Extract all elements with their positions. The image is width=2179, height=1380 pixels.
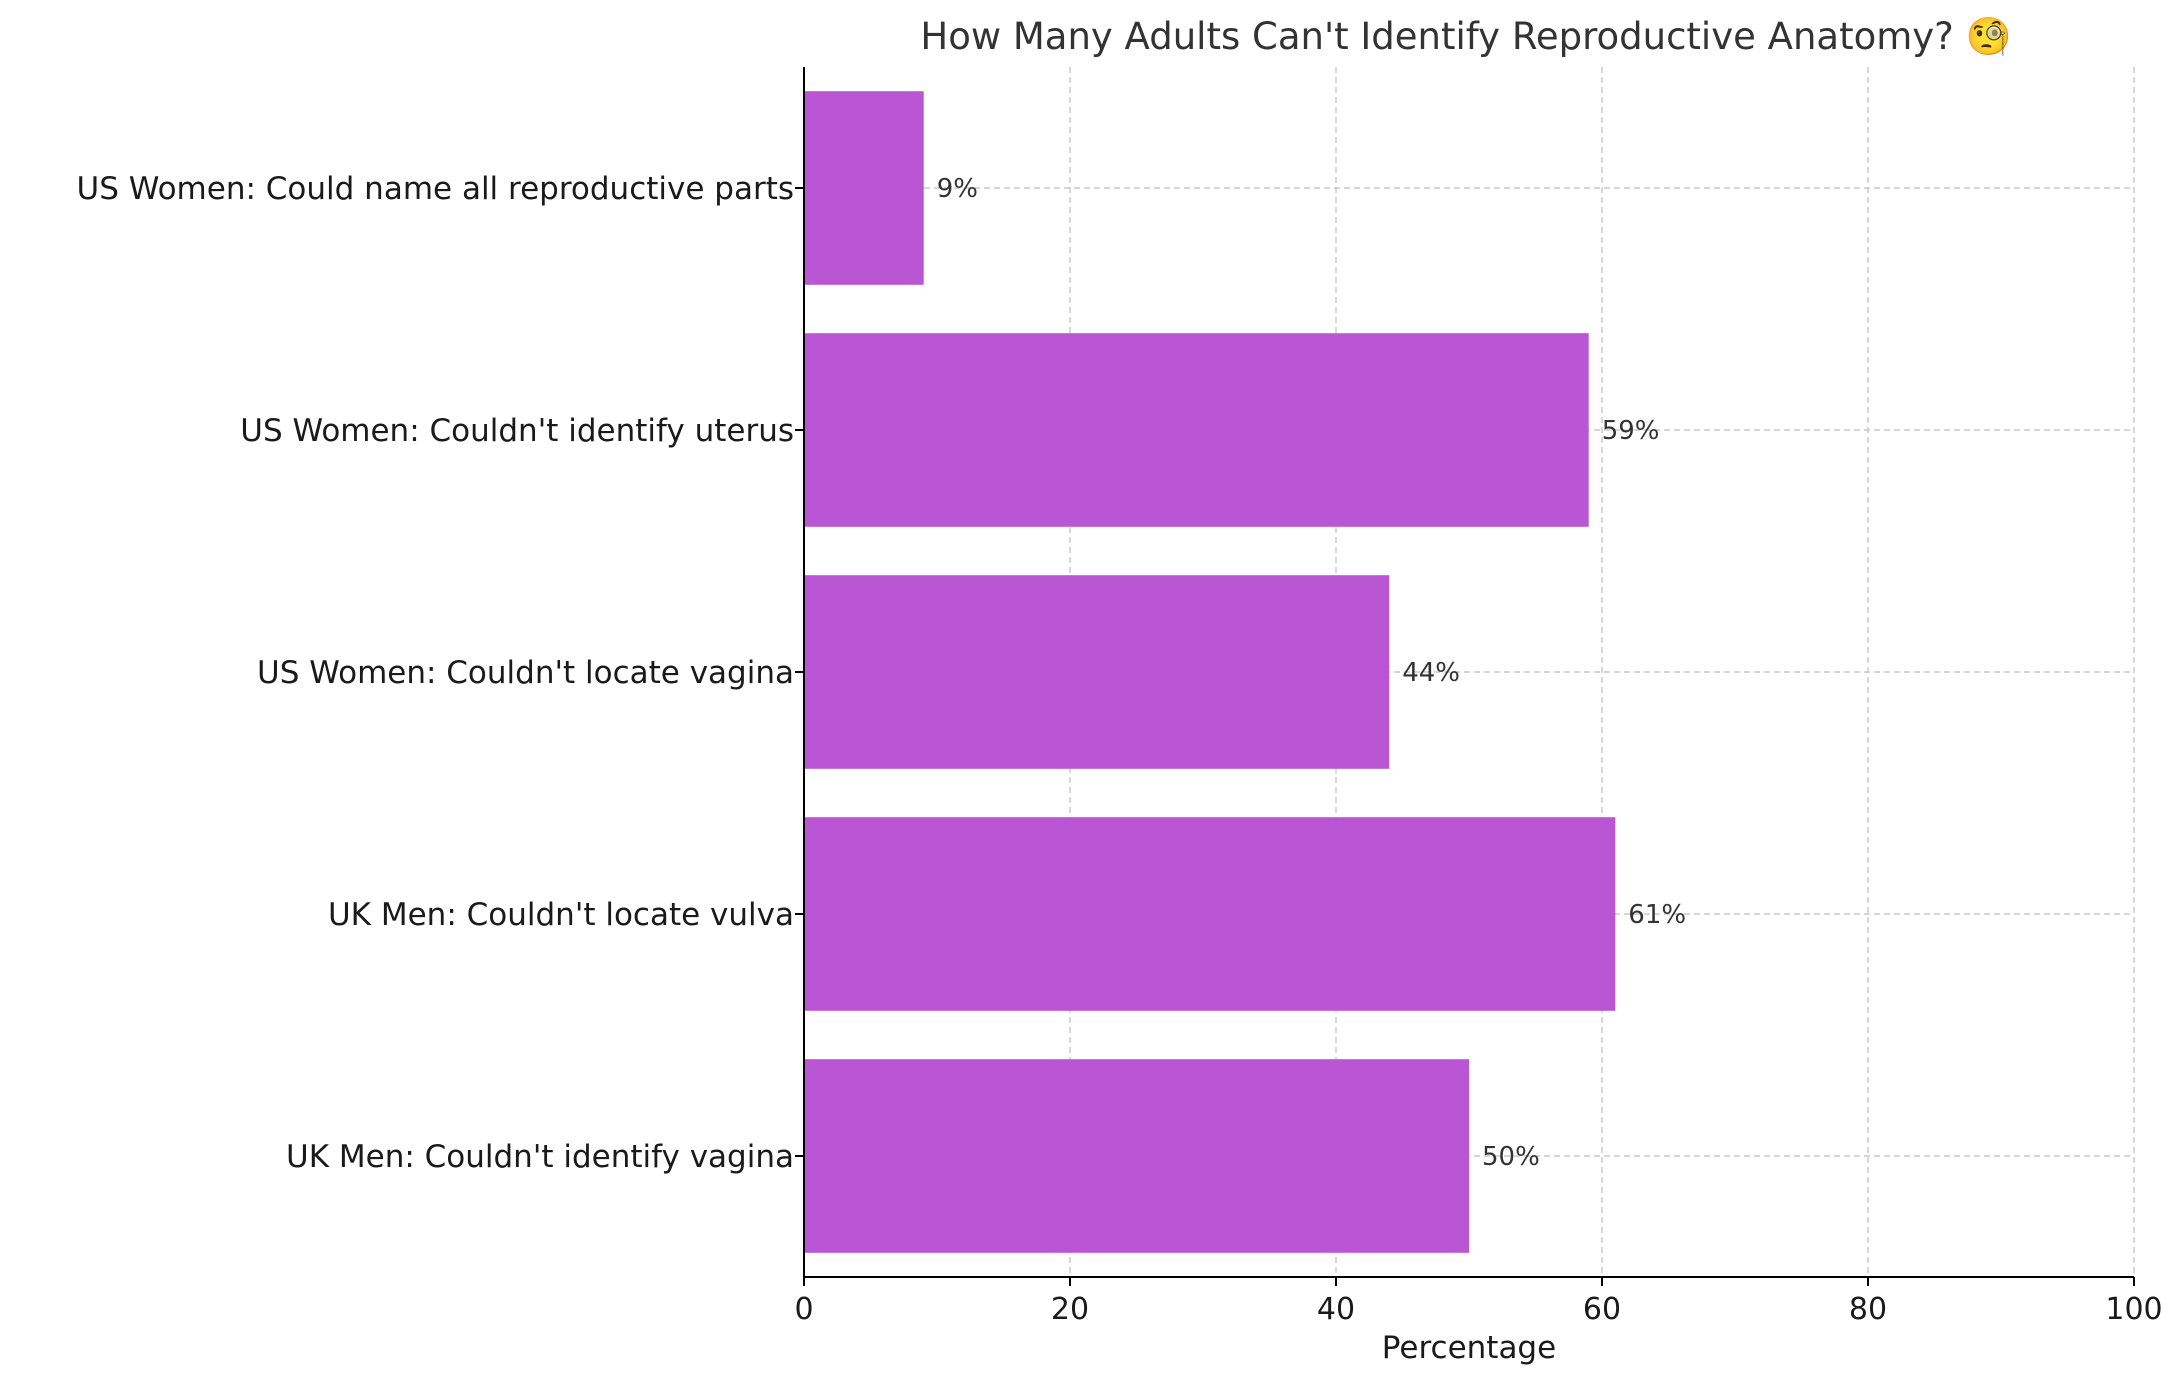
x-tick-label: 100 <box>2105 1292 2162 1327</box>
bar <box>804 1059 1469 1253</box>
y-category-label: UK Men: Couldn't locate vulva <box>328 897 794 933</box>
y-category-label: US Women: Couldn't locate vagina <box>257 655 794 691</box>
bar <box>804 91 924 285</box>
bar <box>804 575 1390 769</box>
x-tick-label: 60 <box>1583 1292 1621 1327</box>
y-axis-categories: UK Men: Couldn't identify vagina UK Men: … <box>77 171 804 1175</box>
x-tick-label: 20 <box>1051 1292 1089 1327</box>
x-tick-label: 40 <box>1317 1292 1355 1327</box>
bar <box>804 817 1616 1011</box>
x-axis-ticks: 0 20 40 60 80 100 <box>794 1277 2163 1327</box>
bars <box>804 91 1616 1253</box>
chart-title: How Many Adults Can't Identify Reproduct… <box>920 15 2011 58</box>
y-category-label: UK Men: Couldn't identify vagina <box>286 1139 794 1175</box>
bar-value-label: 59% <box>1602 416 1660 446</box>
x-tick-label: 0 <box>794 1292 813 1327</box>
x-axis-title: Percentage <box>1382 1330 1556 1366</box>
bar-value-label: 9% <box>937 174 978 204</box>
y-category-label: US Women: Could name all reproductive pa… <box>77 171 794 207</box>
bar-value-label: 61% <box>1628 900 1686 930</box>
x-tick-label: 80 <box>1849 1292 1887 1327</box>
bar <box>804 333 1589 527</box>
bar-value-label: 50% <box>1482 1142 1540 1172</box>
bar-value-label: 44% <box>1402 658 1460 688</box>
y-category-label: US Women: Couldn't identify uterus <box>240 413 794 449</box>
data-labels: 50% 61% 44% 59% 9% <box>937 174 1686 1172</box>
